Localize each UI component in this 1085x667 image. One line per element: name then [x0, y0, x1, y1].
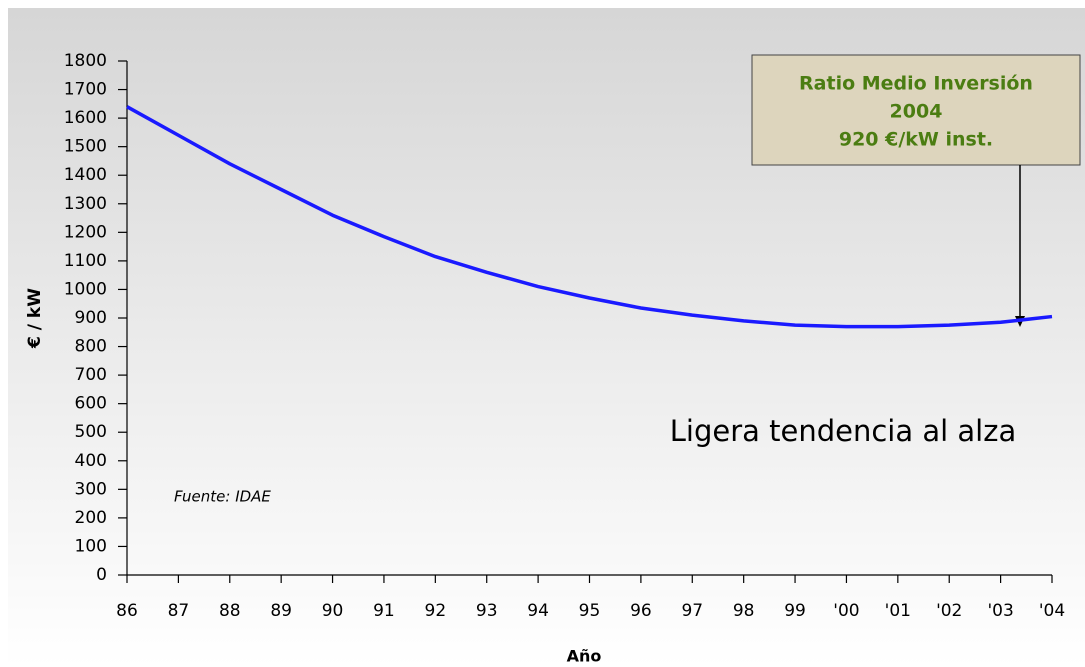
y-tick-label: 1700 [64, 80, 107, 100]
y-tick-label: 1500 [64, 137, 107, 157]
y-tick-label: 800 [75, 337, 107, 357]
y-tick-label: 400 [75, 451, 107, 471]
x-tick-label: 95 [579, 601, 601, 621]
annotation-box-line: 2004 [890, 101, 943, 123]
x-tick-label: 99 [784, 601, 806, 621]
x-tick-label: '00 [833, 601, 859, 621]
x-tick-label: 90 [322, 601, 344, 621]
y-tick-label: 700 [75, 365, 107, 385]
y-tick-label: 1000 [64, 279, 107, 299]
y-tick-label: 300 [75, 479, 107, 499]
y-tick-label: 600 [75, 394, 107, 414]
x-tick-label: 98 [733, 601, 755, 621]
x-tick-label: 92 [425, 601, 447, 621]
y-tick-label: 1100 [64, 251, 107, 271]
y-tick-label: 500 [75, 422, 107, 442]
x-tick-label: '01 [885, 601, 911, 621]
y-tick-label: 0 [96, 565, 107, 585]
y-tick-label: 1200 [64, 222, 107, 242]
x-tick-label: 97 [681, 601, 703, 621]
x-tick-label: 96 [630, 601, 652, 621]
y-tick-label: 900 [75, 308, 107, 328]
y-tick-label: 1600 [64, 108, 107, 128]
x-tick-label: 93 [476, 601, 498, 621]
x-tick-label: '02 [936, 601, 962, 621]
x-axis-label: Año [567, 647, 602, 666]
x-tick-label: 91 [373, 601, 395, 621]
y-tick-label: 200 [75, 508, 107, 528]
y-tick-label: 1400 [64, 165, 107, 185]
annotation-box-line: Ratio Medio Inversión [799, 73, 1033, 95]
y-axis-label: € / kW [25, 288, 45, 349]
y-tick-label: 100 [75, 536, 107, 556]
source: Fuente: IDAE [174, 488, 271, 506]
annotation: Ligera tendencia al alza [670, 414, 1016, 448]
x-tick-label: 88 [219, 601, 241, 621]
x-tick-label: 94 [527, 601, 549, 621]
x-tick-label: '04 [1039, 601, 1065, 621]
y-tick-label: 1800 [64, 51, 107, 71]
annotation-box [751, 54, 1081, 166]
x-tick-label: 89 [270, 601, 292, 621]
x-tick-label: 86 [116, 601, 138, 621]
annotation-box-line: 920 €/kW inst. [839, 129, 993, 151]
x-tick-label: '03 [987, 601, 1013, 621]
y-tick-label: 1300 [64, 194, 107, 214]
x-tick-label: 87 [168, 601, 190, 621]
line [126, 105, 1053, 329]
